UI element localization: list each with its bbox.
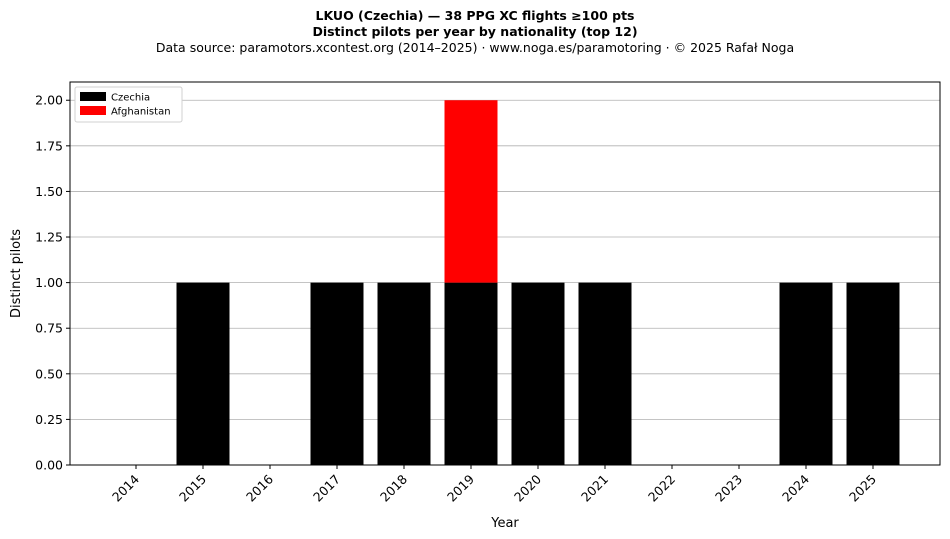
x-tick-label: 2015 [176,472,209,505]
x-tick-label: 2025 [846,472,879,505]
bar-czechia-2021 [578,282,632,465]
y-axis-label: Distinct pilots [9,229,24,318]
x-tick-label: 2017 [310,472,343,505]
bar-czechia-2018 [377,282,431,465]
y-tick-label: 0.50 [35,366,63,381]
chart-titles: LKUO (Czechia) — 38 PPG XC flights ≥100 … [0,8,950,56]
bar-czechia-2025 [846,282,900,465]
x-tick-label: 2016 [243,471,276,504]
plot-frame [69,81,941,466]
y-tick-label: 0.25 [35,412,63,427]
bar-czechia-2024 [779,282,833,465]
y-tick-label: 2.00 [35,93,63,108]
x-tick-label: 2021 [578,472,611,505]
x-tick-label: 2022 [645,472,678,505]
chart-title: LKUO (Czechia) — 38 PPG XC flights ≥100 … [315,8,635,23]
bars [176,100,900,465]
bar-czechia-2020 [511,282,565,465]
bar-afghanistan-2019 [444,100,498,283]
x-tick-label: 2023 [712,472,745,505]
y-tick-label: 1.00 [35,275,63,290]
bar-czechia-2017 [310,282,364,465]
bar-czechia-2019 [444,282,498,465]
bar-czechia-2015 [176,282,230,465]
y-tick-label: 0.00 [35,458,63,473]
x-tick-label: 2018 [377,471,410,504]
legend-swatch-afghanistan [80,106,106,115]
legend: Czechia Afghanistan [74,86,183,123]
x-axis-label: Year [490,516,519,531]
y-tick-label: 1.50 [35,184,63,199]
x-tick-label: 2024 [779,471,812,504]
chart-subtitle: Distinct pilots per year by nationality … [312,24,638,39]
y-axis: 0.00 0.25 0.50 0.75 1.00 1.25 1.50 1.75 2.00 [35,93,70,473]
y-tick-label: 1.25 [35,230,63,245]
x-tick-label: 2014 [109,471,142,504]
legend-label-afghanistan: Afghanistan [111,107,171,118]
x-tick-label: 2020 [511,471,544,504]
y-tick-label: 1.75 [35,138,63,153]
chart-source-line: Data source: paramotors.xcontest.org (20… [155,40,795,55]
y-tick-label: 0.75 [35,321,63,336]
legend-swatch-czechia [80,92,106,101]
legend-label-czechia: Czechia [111,93,150,104]
x-tick-label: 2019 [444,471,477,504]
x-axis: 2014 2015 2016 2017 2018 2019 2020 2021 2022 2023… [109,465,879,505]
